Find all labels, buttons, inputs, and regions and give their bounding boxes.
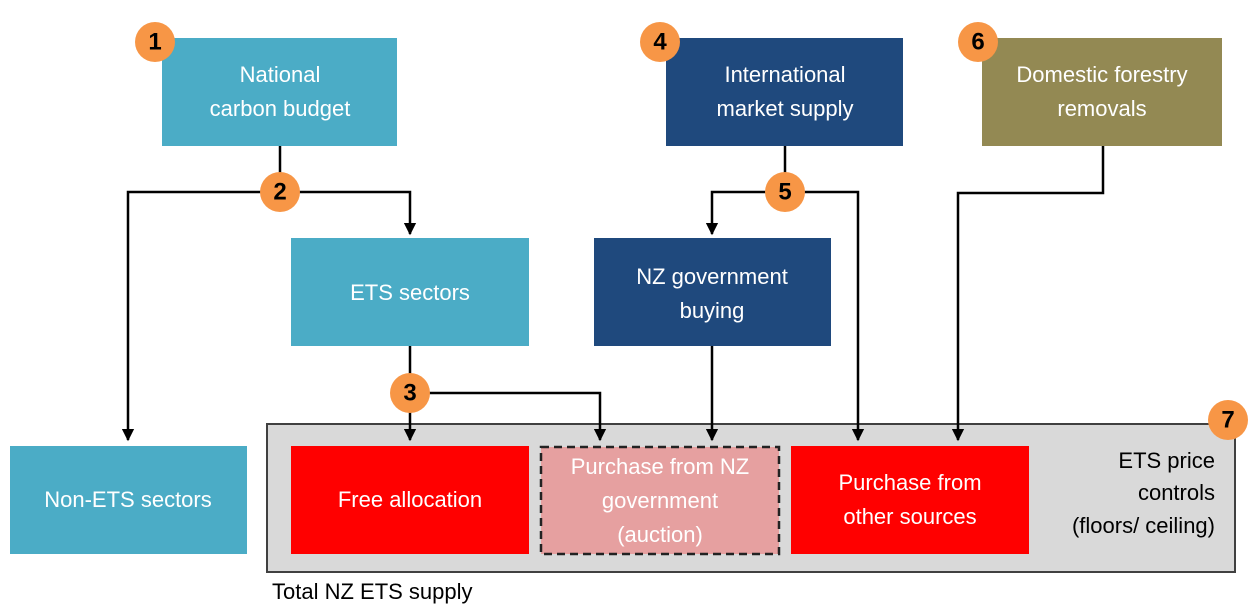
badge-label: 7 — [1221, 406, 1234, 433]
node-label: ETS sectors — [350, 280, 470, 305]
node: Domestic forestry removals — [982, 38, 1222, 146]
node-label: NZ government — [636, 264, 788, 289]
node-label: buying — [680, 298, 745, 323]
node-label: Domestic forestry — [1016, 62, 1187, 87]
node-label: National — [240, 62, 321, 87]
node-label: removals — [1057, 96, 1146, 121]
node: Purchase from NZ government (auction) — [539, 445, 781, 556]
badge: 2 — [260, 172, 300, 212]
badge-label: 1 — [148, 28, 161, 55]
node-label: other sources — [843, 504, 976, 529]
badge: 7 — [1208, 400, 1248, 440]
badge: 3 — [390, 373, 430, 413]
price-controls-label: controls — [1138, 480, 1215, 505]
node-label: International — [724, 62, 845, 87]
node: NZ government buying — [594, 238, 831, 346]
node: International market supply — [666, 38, 903, 146]
badge: 1 — [135, 22, 175, 62]
node: ETS sectors — [291, 238, 529, 346]
price-controls: ETS price controls (floors/ ceiling) — [1072, 448, 1215, 538]
badge: 4 — [640, 22, 680, 62]
badge-label: 6 — [971, 28, 984, 55]
badge: 6 — [958, 22, 998, 62]
node: Non-ETS sectors — [10, 446, 247, 554]
node: National carbon budget — [162, 38, 397, 146]
badge-label: 3 — [403, 379, 416, 406]
price-controls-label: (floors/ ceiling) — [1072, 513, 1215, 538]
node-label: (auction) — [617, 522, 703, 547]
badge: 5 — [765, 172, 805, 212]
node: Purchase from other sources — [791, 446, 1029, 554]
node-label: market supply — [717, 96, 854, 121]
badge-label: 5 — [778, 178, 791, 205]
node-label: Free allocation — [338, 487, 482, 512]
node-label: Non-ETS sectors — [44, 487, 212, 512]
footer: Total NZ ETS supply — [272, 579, 473, 604]
node-label: government — [602, 488, 718, 513]
badge-label: 4 — [653, 28, 667, 55]
price-controls-label: ETS price — [1118, 448, 1215, 473]
node: Free allocation — [291, 446, 529, 554]
node-label: carbon budget — [210, 96, 351, 121]
node-label: Purchase from — [838, 470, 981, 495]
node-label: Purchase from NZ — [571, 454, 750, 479]
badge-label: 2 — [273, 178, 286, 205]
